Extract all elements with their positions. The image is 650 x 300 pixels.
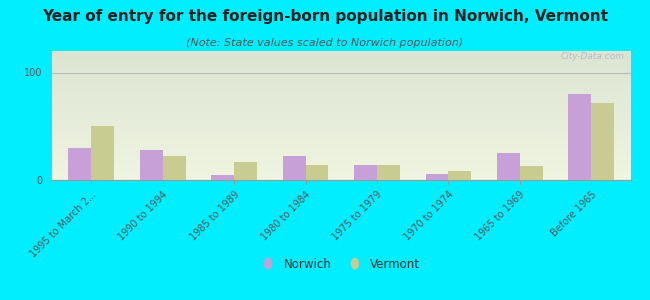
Bar <box>354 165 377 180</box>
Bar <box>162 156 185 180</box>
Bar <box>377 165 400 180</box>
Bar <box>448 171 471 180</box>
Bar <box>592 103 614 180</box>
Text: Year of entry for the foreign-born population in Norwich, Vermont: Year of entry for the foreign-born popul… <box>42 9 608 24</box>
Bar <box>497 153 520 180</box>
Bar <box>140 150 162 180</box>
Bar <box>568 94 592 180</box>
Bar <box>91 126 114 180</box>
Bar <box>211 175 234 180</box>
Bar <box>426 173 448 180</box>
Bar <box>520 166 543 180</box>
Bar <box>306 165 328 180</box>
Text: (Note: State values scaled to Norwich population): (Note: State values scaled to Norwich po… <box>187 38 463 47</box>
Bar <box>283 156 306 180</box>
Legend: Norwich, Vermont: Norwich, Vermont <box>259 255 424 275</box>
Bar <box>234 162 257 180</box>
Bar <box>68 148 91 180</box>
Text: City-Data.com: City-Data.com <box>561 52 625 61</box>
